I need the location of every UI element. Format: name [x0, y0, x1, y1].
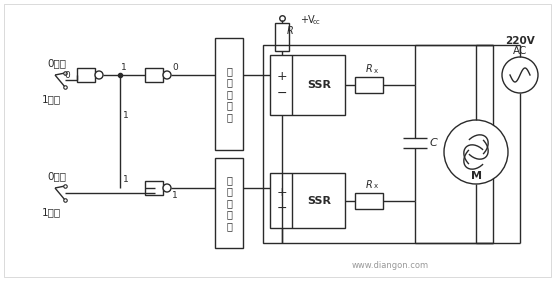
- Text: 1停止: 1停止: [42, 94, 61, 104]
- Text: 下
降
沿
延
时: 下 降 沿 延 时: [226, 66, 232, 122]
- Bar: [270, 173, 345, 228]
- Text: 1反转: 1反转: [42, 207, 61, 217]
- Bar: [145, 181, 163, 195]
- Bar: [355, 77, 383, 93]
- Bar: [145, 68, 163, 82]
- Text: 0正转: 0正转: [47, 171, 66, 181]
- Text: 0启动: 0启动: [47, 58, 66, 68]
- Bar: [275, 23, 289, 51]
- Bar: [355, 192, 383, 209]
- Text: R: R: [366, 180, 372, 189]
- Text: R: R: [366, 64, 372, 74]
- Text: x: x: [374, 183, 378, 189]
- Circle shape: [163, 184, 171, 192]
- Text: www.diangon.com: www.diangon.com: [351, 260, 428, 269]
- Bar: [270, 55, 345, 115]
- Text: R: R: [287, 26, 294, 36]
- Text: 1: 1: [172, 191, 178, 200]
- Bar: [77, 68, 95, 82]
- Text: −: −: [277, 202, 287, 215]
- Text: 0: 0: [172, 64, 178, 72]
- Text: SSR: SSR: [307, 80, 331, 90]
- Text: 1: 1: [123, 176, 129, 185]
- Text: +V: +V: [300, 15, 315, 25]
- Circle shape: [444, 120, 508, 184]
- Text: M: M: [471, 171, 482, 181]
- Text: −: −: [277, 87, 287, 99]
- Text: +: +: [277, 186, 287, 199]
- Text: 0: 0: [64, 71, 70, 80]
- Text: 1: 1: [121, 64, 127, 72]
- Text: cc: cc: [313, 19, 321, 25]
- Circle shape: [95, 71, 103, 79]
- Bar: [263, 45, 493, 243]
- Circle shape: [163, 71, 171, 79]
- Text: SSR: SSR: [307, 196, 331, 205]
- Circle shape: [502, 57, 538, 93]
- Text: 1: 1: [123, 110, 129, 119]
- Text: +: +: [277, 71, 287, 83]
- Text: C: C: [429, 138, 437, 148]
- Text: x: x: [374, 68, 378, 74]
- Bar: [215, 158, 243, 248]
- Text: 220V: 220V: [505, 36, 535, 46]
- Text: 下
降
沿
延
时: 下 降 沿 延 时: [226, 175, 232, 231]
- Bar: [215, 38, 243, 150]
- Text: AC: AC: [513, 46, 527, 56]
